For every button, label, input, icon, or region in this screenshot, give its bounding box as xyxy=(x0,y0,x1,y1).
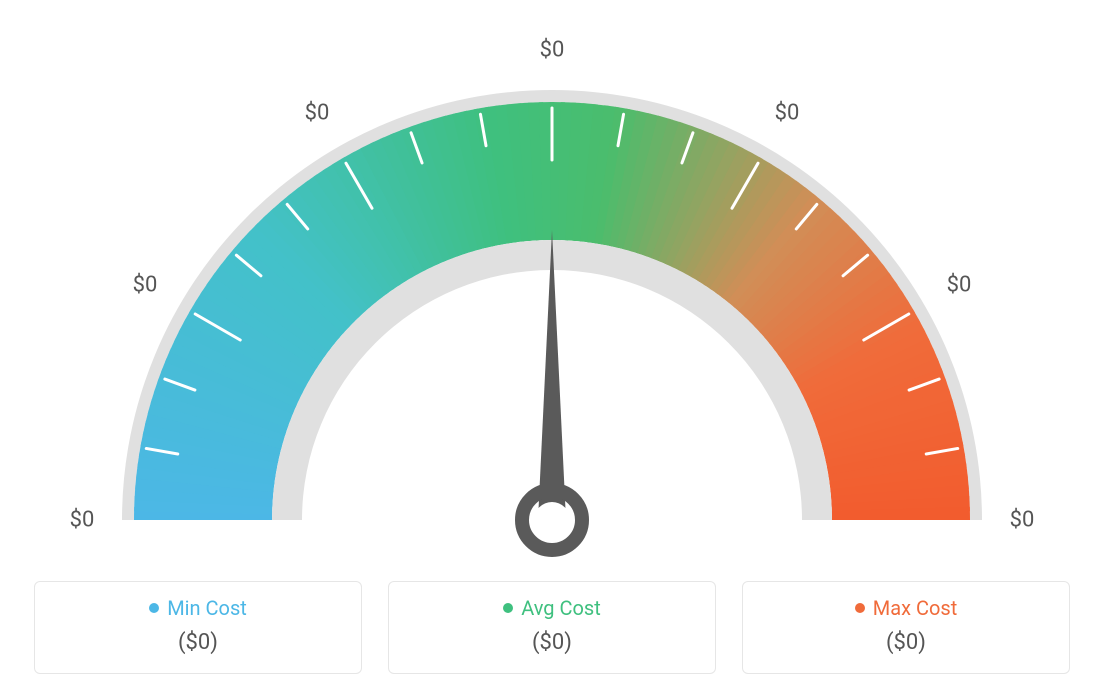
chart-container: $0 $0 $0 $0 $0 $0 $0 Min Cost ($0) Avg Cost ($… xyxy=(0,0,1104,690)
gauge-tick-label: $0 xyxy=(947,273,972,298)
legend-dot-min xyxy=(149,603,159,613)
gauge-tick-label: $0 xyxy=(540,38,565,63)
gauge-tick-label: $0 xyxy=(133,273,158,298)
legend-label-min: Min Cost xyxy=(167,596,247,620)
gauge-tick-label: $0 xyxy=(305,100,330,125)
legend-title-max: Max Cost xyxy=(855,596,958,620)
legend-value-min: ($0) xyxy=(45,630,351,655)
legend-dot-avg xyxy=(503,603,513,613)
legend-title-min: Min Cost xyxy=(149,596,247,620)
legend-row: Min Cost ($0) Avg Cost ($0) Max Cost ($0… xyxy=(34,581,1070,674)
legend-title-avg: Avg Cost xyxy=(503,596,601,620)
legend-value-max: ($0) xyxy=(753,630,1059,655)
legend-card-max: Max Cost ($0) xyxy=(742,581,1070,674)
gauge-needle xyxy=(538,230,566,520)
legend-label-avg: Avg Cost xyxy=(521,596,601,620)
legend-card-min: Min Cost ($0) xyxy=(34,581,362,674)
legend-value-avg: ($0) xyxy=(399,630,705,655)
legend-dot-max xyxy=(855,603,865,613)
legend-label-max: Max Cost xyxy=(873,596,958,620)
gauge-tick-label: $0 xyxy=(775,100,800,125)
gauge-tick-label: $0 xyxy=(1010,508,1035,533)
gauge-svg xyxy=(22,20,1082,580)
legend-card-avg: Avg Cost ($0) xyxy=(388,581,716,674)
gauge-area: $0 $0 $0 $0 $0 $0 $0 xyxy=(0,0,1104,570)
gauge-needle-hub-hole xyxy=(534,502,570,538)
gauge-tick-label: $0 xyxy=(70,508,95,533)
